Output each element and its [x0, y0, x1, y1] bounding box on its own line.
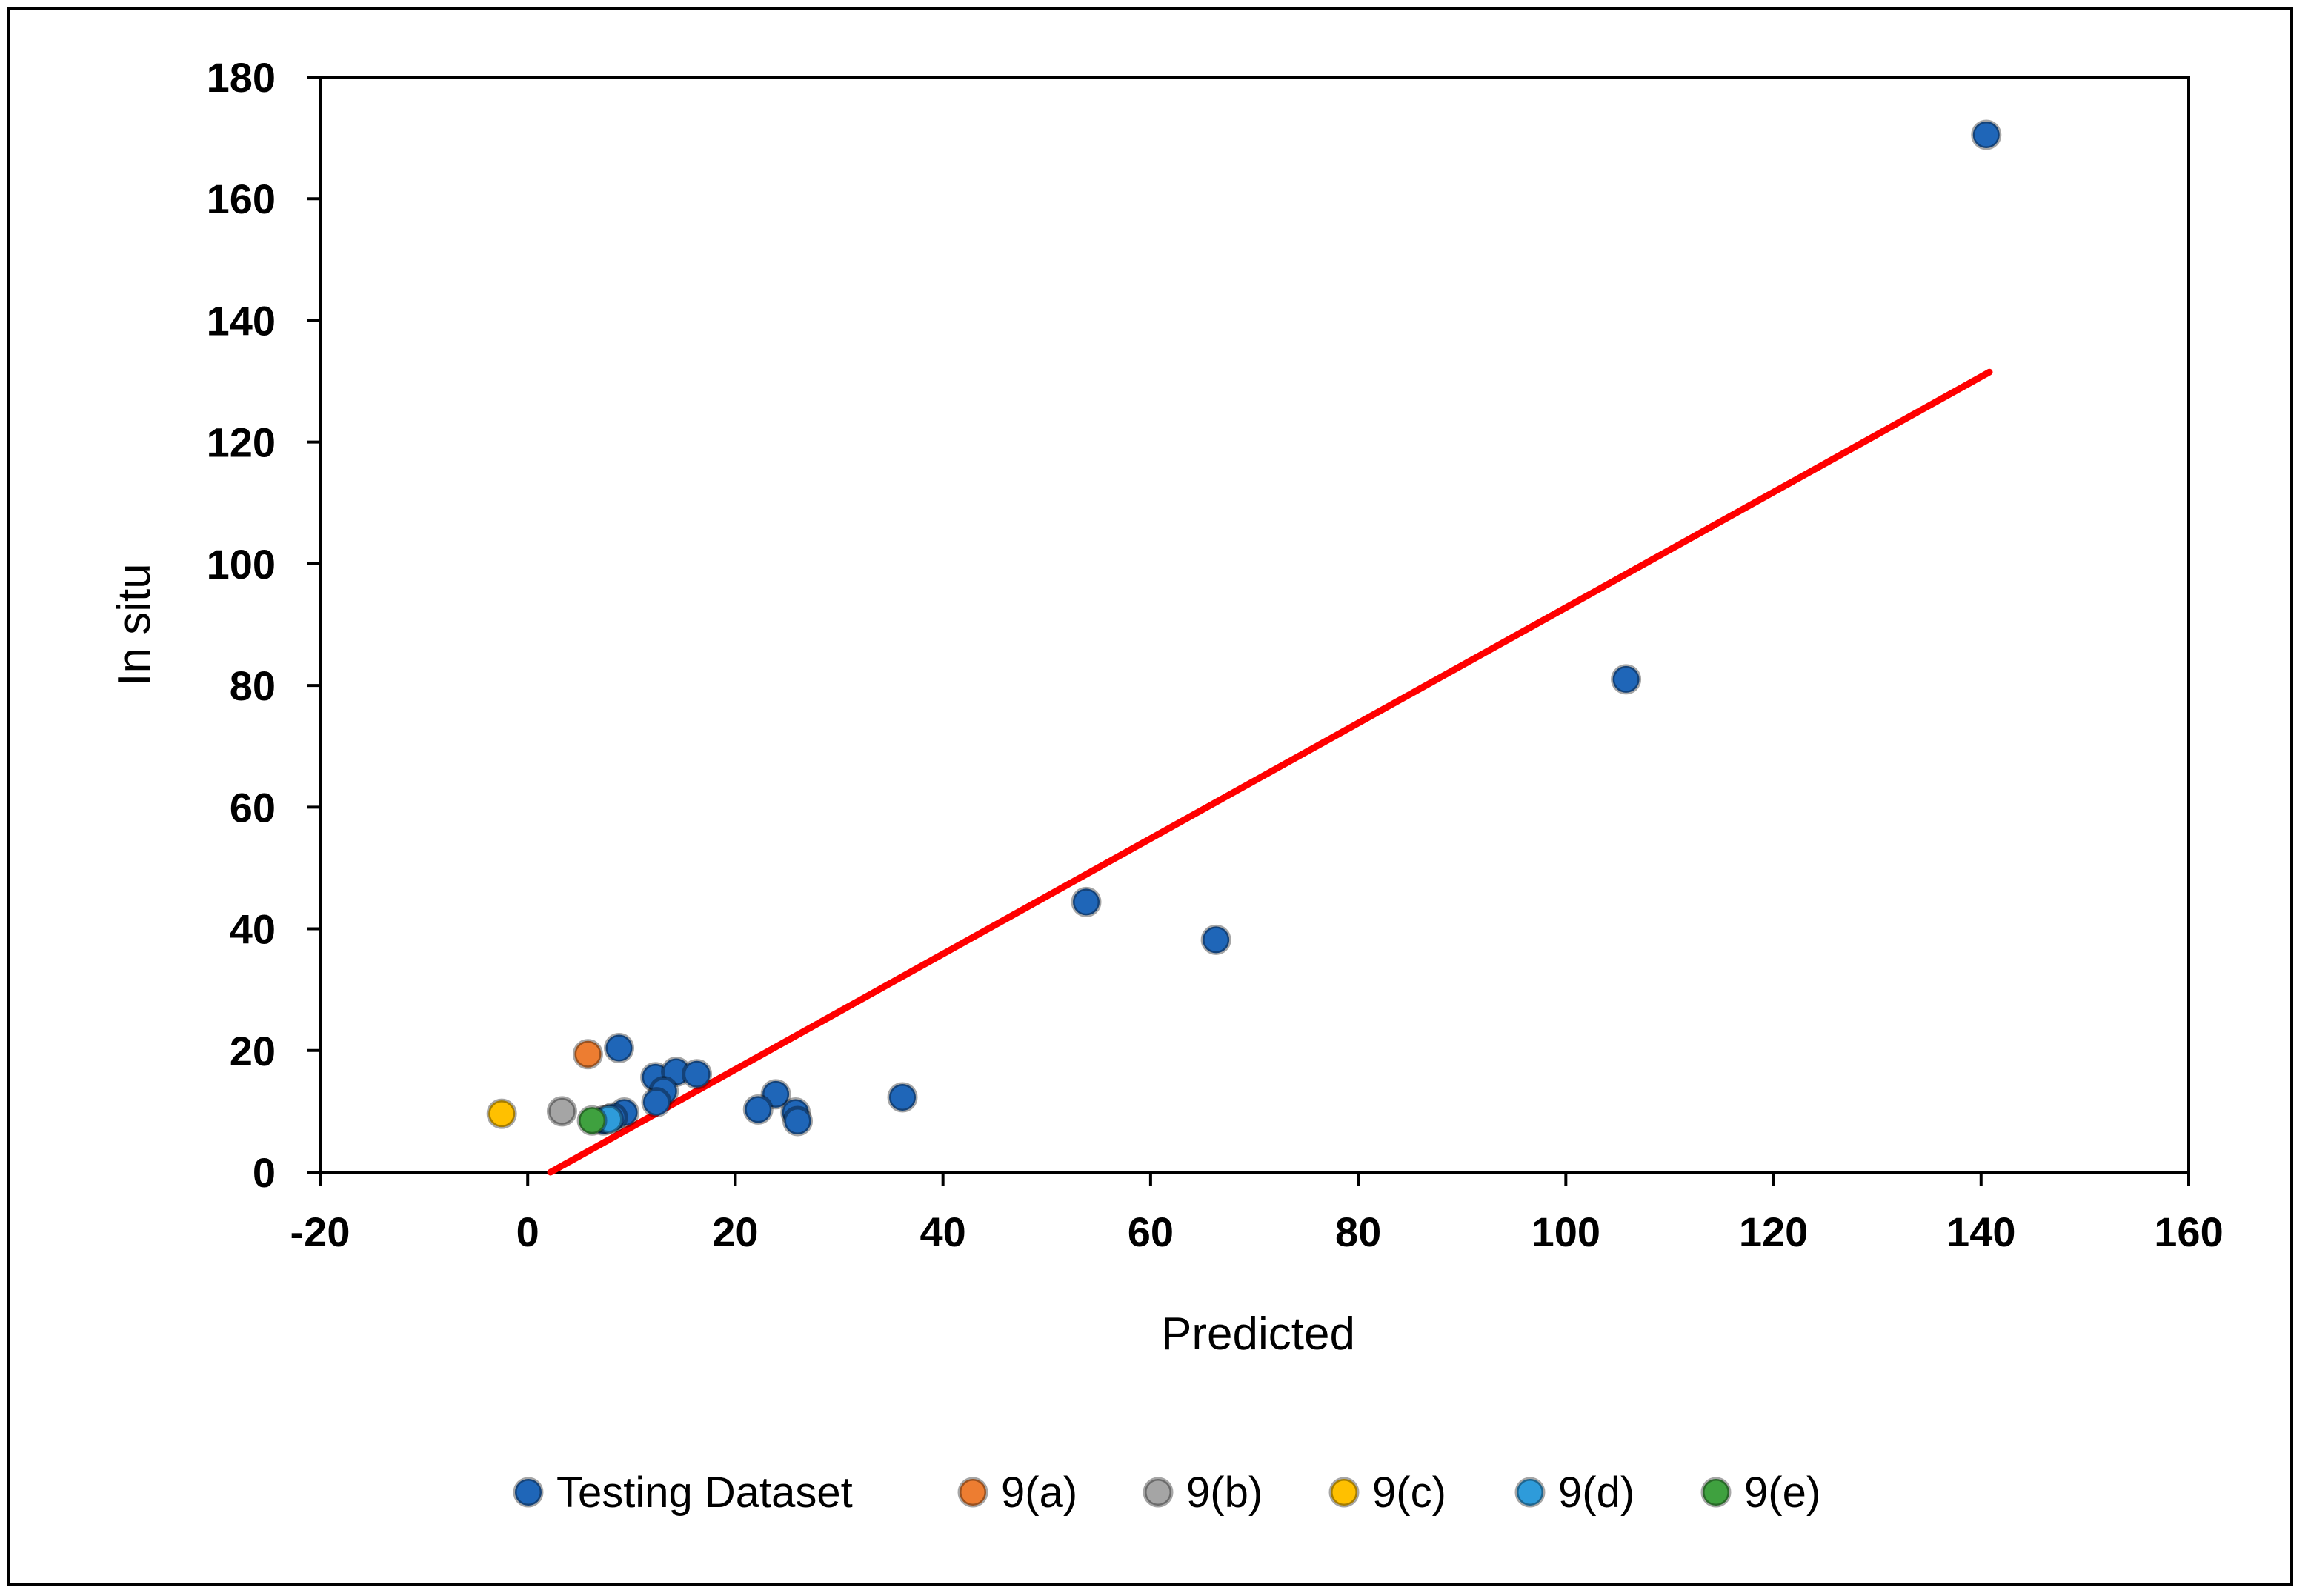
axis-ticks: -20 0 20 40 60 80 100 120 140 160 0 20 40 60 80 100 120 1…: [207, 54, 2224, 1255]
y-tick-label: 140: [207, 297, 276, 344]
legend-label-9-e: 9(e): [1744, 1469, 1820, 1517]
data-point-testing-dataset: [682, 1059, 713, 1090]
y-axis-title: In situ: [109, 563, 160, 685]
data-point-testing-dataset: [1200, 924, 1231, 955]
legend-label-9-a: 9(a): [1001, 1469, 1077, 1517]
data-point-testing-dataset: [641, 1087, 672, 1118]
legend-label-9-d: 9(d): [1558, 1469, 1634, 1517]
x-tick-label: 0: [516, 1208, 539, 1255]
x-tick-label: 80: [1335, 1208, 1381, 1255]
data-point-9-a: [572, 1039, 603, 1070]
x-tick-label: 60: [1128, 1208, 1174, 1255]
y-tick-label: 120: [207, 419, 276, 466]
y-tick-label: 40: [230, 906, 276, 953]
data-point-testing-dataset: [742, 1094, 774, 1125]
data-point-testing-dataset: [1611, 664, 1642, 695]
legend-label-testing-dataset: Testing Dataset: [556, 1469, 853, 1517]
legend-marker-9-d: [1514, 1477, 1546, 1508]
y-tick-label: 60: [230, 784, 276, 831]
legend-marker-testing-dataset: [513, 1477, 544, 1508]
legend-marker-9-b: [1143, 1477, 1174, 1508]
x-tick-label: 100: [1532, 1208, 1600, 1255]
legend: Testing Dataset 9(a) 9(b) 9(c) 9(d) 9(e): [513, 1469, 1820, 1517]
legend-marker-9-c: [1328, 1477, 1360, 1508]
data-point-9-e: [576, 1105, 608, 1136]
x-tick-label: 120: [1739, 1208, 1808, 1255]
y-tick-label: 0: [253, 1149, 276, 1196]
data-point-testing-dataset: [1071, 886, 1102, 917]
x-tick-label: 40: [920, 1208, 966, 1255]
trendline-group: [547, 368, 1993, 1176]
y-tick-label: 100: [207, 541, 276, 588]
y-tick-label: 180: [207, 54, 276, 101]
y-tick-label: 20: [230, 1028, 276, 1074]
data-points: [486, 119, 2002, 1137]
plot-area: [319, 76, 2190, 1174]
data-point-testing-dataset: [782, 1105, 814, 1137]
legend-marker-9-a: [957, 1477, 988, 1508]
legend-label-9-c: 9(c): [1372, 1469, 1446, 1517]
legend-marker-9-e: [1700, 1477, 1732, 1508]
x-axis-title: Predicted: [1161, 1309, 1355, 1360]
y-tick-label: 80: [230, 662, 276, 709]
x-tick-label: 140: [1946, 1208, 2015, 1255]
data-point-testing-dataset: [760, 1079, 791, 1110]
x-tick-label: 160: [2154, 1208, 2223, 1255]
x-tick-label: -20: [290, 1208, 350, 1255]
legend-label-9-b: 9(b): [1186, 1469, 1263, 1517]
data-point-testing-dataset: [1971, 119, 2002, 150]
data-point-9-b: [546, 1096, 577, 1127]
data-point-testing-dataset: [604, 1032, 635, 1063]
data-point-testing-dataset: [887, 1082, 918, 1113]
trendline: [547, 368, 1993, 1176]
y-tick-label: 160: [207, 176, 276, 222]
data-point-9-c: [486, 1098, 517, 1129]
x-tick-label: 20: [712, 1208, 758, 1255]
